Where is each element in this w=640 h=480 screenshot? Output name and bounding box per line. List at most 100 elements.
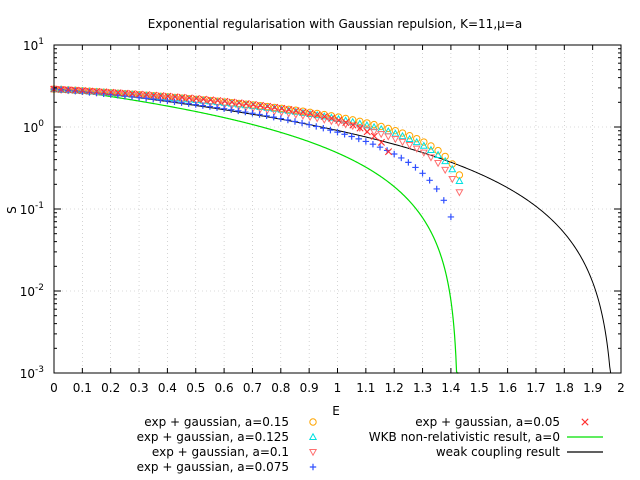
cross-marker xyxy=(171,93,179,101)
cross-marker xyxy=(185,94,193,102)
circle-marker xyxy=(277,104,286,113)
legend: exp + gaussian, a=0.15 exp + gaussian, a=… xyxy=(137,415,603,474)
x-tick-label: 0.9 xyxy=(300,381,319,395)
plus-marker xyxy=(150,96,157,103)
triangle-down-marker xyxy=(256,106,265,114)
cross-marker xyxy=(285,105,293,114)
cross-marker xyxy=(249,100,257,109)
triangle-down-marker xyxy=(448,175,457,184)
plus-marker xyxy=(334,128,341,136)
x-tick-label: 1.8 xyxy=(555,381,574,395)
plus-marker xyxy=(327,126,334,134)
cross-marker xyxy=(121,89,129,97)
cross-marker xyxy=(135,90,144,98)
cross-marker xyxy=(356,124,364,132)
plus-marker xyxy=(305,121,313,128)
plus-marker xyxy=(440,197,448,204)
cross-marker xyxy=(114,89,122,97)
triangle-down-marker xyxy=(355,124,364,133)
circle-marker xyxy=(306,108,314,117)
triangle-marker xyxy=(412,137,421,146)
cross-marker xyxy=(342,118,350,127)
y-tick-label: 10-1 xyxy=(20,201,44,217)
plus-marker xyxy=(298,119,306,127)
plus-marker xyxy=(320,125,327,132)
triangle-marker xyxy=(405,134,414,142)
plus-marker xyxy=(263,112,270,120)
circle-marker xyxy=(263,102,272,111)
plus-marker xyxy=(220,105,228,112)
chart-title: Exponential regularisation with Gaussian… xyxy=(148,17,522,31)
triangle-marker xyxy=(313,110,322,119)
triangle-marker xyxy=(320,112,329,120)
circle-marker xyxy=(309,418,317,426)
plus-marker xyxy=(178,99,185,106)
triangle-down-marker xyxy=(398,138,407,147)
circle-marker xyxy=(270,103,279,112)
x-tick-label: 0 xyxy=(50,381,58,395)
x-tick-label: 1 xyxy=(334,381,342,395)
cross-marker xyxy=(192,94,200,103)
cross-marker xyxy=(256,101,265,109)
triangle-down-marker xyxy=(291,111,300,119)
cross-marker xyxy=(235,99,243,107)
cross-marker xyxy=(306,109,314,117)
cross-marker xyxy=(207,96,215,104)
cross-marker xyxy=(349,121,357,129)
plus-marker xyxy=(227,106,235,113)
cross-marker xyxy=(581,418,589,426)
x-tick-label: 1.6 xyxy=(498,381,517,395)
plus-marker xyxy=(419,170,426,177)
legend-label: exp + gaussian, a=0.15 xyxy=(144,415,289,429)
cross-marker xyxy=(199,95,208,103)
triangle-marker xyxy=(362,121,371,129)
cross-marker xyxy=(263,102,272,110)
plus-marker xyxy=(398,154,405,162)
circle-marker xyxy=(398,129,407,137)
wkb-curve xyxy=(53,87,459,374)
triangle-down-marker xyxy=(419,149,428,157)
plus-marker xyxy=(79,88,86,95)
circle-marker xyxy=(427,142,435,150)
plus-marker xyxy=(426,177,433,184)
x-tick-label: 0.6 xyxy=(215,381,234,395)
triangle-down-marker xyxy=(405,142,414,150)
circle-marker xyxy=(370,120,378,129)
cross-marker xyxy=(150,91,158,99)
legend-label: exp + gaussian, a=0.1 xyxy=(152,445,289,459)
plus-marker xyxy=(256,111,263,118)
triangle-down-marker xyxy=(455,189,464,197)
circle-marker xyxy=(391,126,400,135)
plus-marker xyxy=(412,164,419,171)
circle-marker xyxy=(356,117,364,126)
plus-marker xyxy=(157,96,164,104)
triangle-down-marker xyxy=(370,128,379,137)
triangle-marker xyxy=(419,141,428,149)
triangle-down-marker xyxy=(391,135,400,144)
plus-marker xyxy=(235,107,242,115)
grid xyxy=(54,45,621,373)
plus-marker xyxy=(185,100,192,107)
plus-marker xyxy=(355,135,362,143)
cross-marker xyxy=(228,98,236,106)
circle-marker xyxy=(434,146,442,155)
y-tick-label: 100 xyxy=(23,119,44,135)
plus-marker xyxy=(171,98,178,106)
triangle-marker xyxy=(441,156,450,165)
cross-marker xyxy=(164,92,172,100)
y-axis-label: S xyxy=(5,206,19,214)
triangle-marker xyxy=(308,432,318,441)
triangle-down-marker xyxy=(277,109,286,117)
triangle-marker xyxy=(426,145,436,153)
triangle-marker xyxy=(398,131,407,140)
plus-marker xyxy=(313,123,320,130)
triangle-down-marker xyxy=(308,448,318,457)
cross-marker xyxy=(335,116,343,124)
triangle-down-marker xyxy=(241,104,251,112)
x-tick-label: 0.5 xyxy=(186,381,205,395)
plus-marker xyxy=(391,150,398,158)
legend-label: WKB non-relativistic result, a=0 xyxy=(369,430,560,444)
plus-marker xyxy=(369,141,377,148)
triangle-down-marker xyxy=(412,145,421,153)
